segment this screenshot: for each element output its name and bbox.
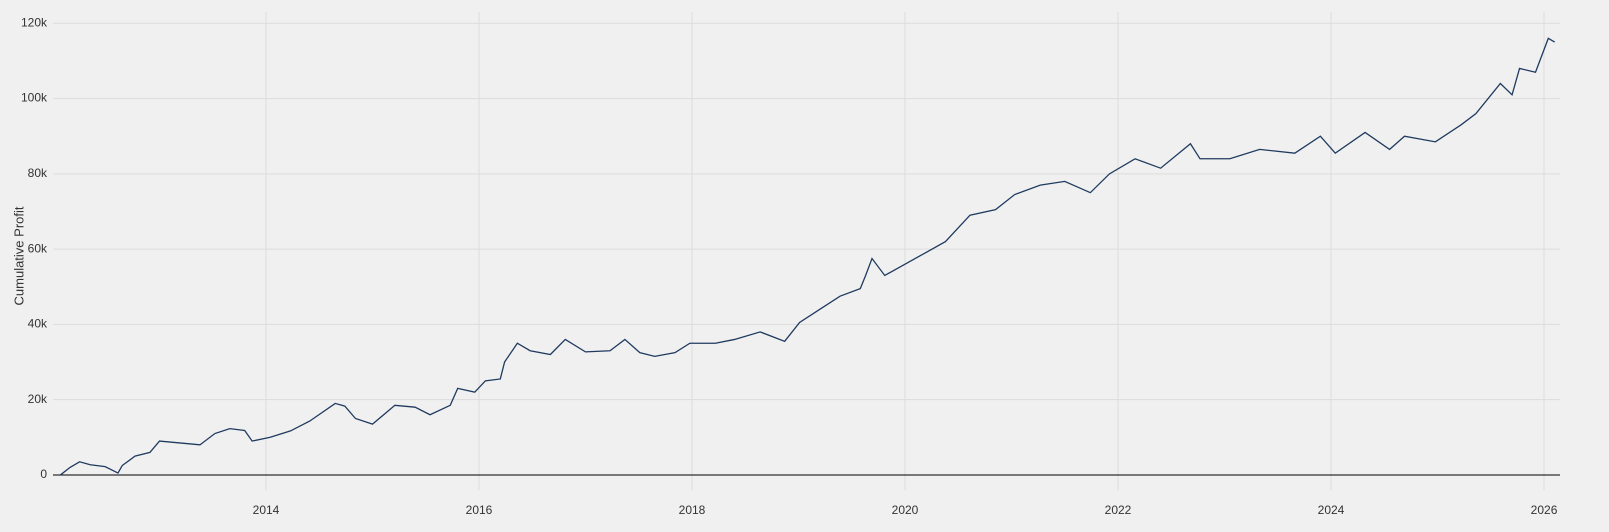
y-tick-label: 80k (28, 166, 48, 180)
y-tick-label: 40k (28, 317, 48, 331)
y-tick-label: 120k (21, 15, 48, 29)
x-tick-label: 2014 (253, 503, 280, 517)
x-tick-label: 2026 (1531, 503, 1558, 517)
x-tick-label: 2022 (1105, 503, 1132, 517)
y-tick-label: 0 (40, 467, 47, 481)
y-tick-label: 20k (28, 392, 48, 406)
x-tick-label: 2024 (1318, 503, 1345, 517)
y-tick-label: 60k (28, 241, 48, 255)
x-tick-label: 2020 (892, 503, 919, 517)
line-series (60, 37, 1555, 476)
x-tick-label: 2018 (679, 503, 706, 517)
y-axis-label: Cumulative Profit (11, 206, 26, 305)
x-tick-label: 2016 (466, 503, 493, 517)
y-tick-label: 100k (21, 91, 48, 105)
